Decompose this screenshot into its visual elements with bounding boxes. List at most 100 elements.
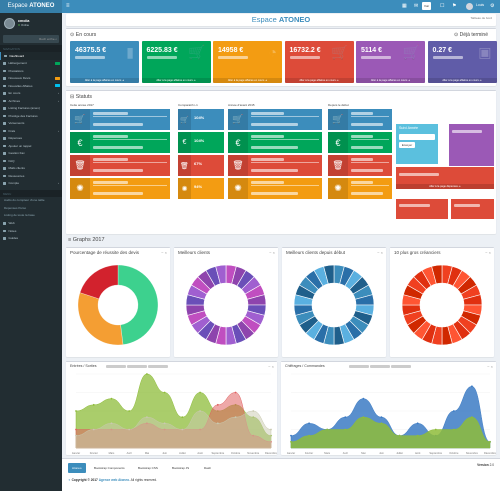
- data-point[interactable]: [199, 410, 201, 412]
- data-point[interactable]: [128, 428, 131, 431]
- year-select[interactable]: [399, 134, 435, 140]
- data-point[interactable]: [452, 428, 455, 431]
- data-point[interactable]: [234, 391, 237, 394]
- sidebar-sub-item[interactable]: Dépenses Perso: [4, 205, 27, 210]
- envelope-icon[interactable]: ✉: [414, 3, 419, 9]
- data-point[interactable]: [344, 416, 347, 419]
- more-info-link[interactable]: Aller à la page affaires en cours ➜: [284, 78, 354, 83]
- footer-link-button[interactable]: Bootstrap Components: [94, 466, 125, 470]
- sidebar-item[interactable]: Listing Factures (amex): [0, 105, 62, 113]
- footer-link-button[interactable]: Bootstrap JS: [172, 466, 190, 470]
- footer-link-button[interactable]: Atoneo: [68, 463, 86, 473]
- data-point[interactable]: [181, 428, 184, 431]
- data-point[interactable]: [216, 403, 219, 406]
- bell-icon[interactable]: ☐: [440, 3, 445, 9]
- sidebar-item[interactable]: Dépenses: [0, 135, 62, 143]
- data-point[interactable]: [199, 391, 201, 394]
- data-point[interactable]: [146, 416, 148, 419]
- sidebar-sub-item[interactable]: Listing de toute la base: [4, 213, 35, 217]
- breadcrumb[interactable]: Tableau de bord: [470, 16, 492, 20]
- brand-logo[interactable]: Espace ATONEO: [0, 0, 62, 13]
- collapse-icon[interactable]: − ×: [269, 250, 275, 255]
- data-point[interactable]: [75, 434, 77, 437]
- data-point[interactable]: [75, 410, 77, 412]
- view-button[interactable]: Voir: [422, 2, 432, 10]
- data-point[interactable]: [216, 422, 219, 425]
- sidebar-item[interactable]: Notes: [0, 227, 62, 235]
- sidebar-item[interactable]: En cours ‹: [0, 90, 62, 98]
- search-icon[interactable]: ⌕: [55, 37, 57, 41]
- sidebar-item[interactable]: Compte ‹: [0, 180, 62, 188]
- data-point[interactable]: [416, 434, 419, 437]
- donut-slice[interactable]: [79, 264, 119, 300]
- collapse-icon[interactable]: − ×: [268, 364, 274, 369]
- data-point[interactable]: [163, 391, 166, 394]
- more-info-link[interactable]: Aller à la page affaires en cours ➜: [213, 78, 282, 83]
- data-point[interactable]: [92, 403, 95, 406]
- sidebar-item[interactable]: Mails clients: [0, 165, 62, 173]
- data-point[interactable]: [489, 440, 491, 443]
- donut-slice[interactable]: [215, 264, 227, 285]
- sidebar-item[interactable]: Archives ‹: [0, 97, 62, 105]
- data-point[interactable]: [380, 422, 383, 425]
- data-point[interactable]: [434, 428, 437, 431]
- sidebar-item[interactable]: Nouveaux Devis: [0, 75, 62, 83]
- sidebar-sub-item[interactable]: Audio du compteur d'une table: [4, 198, 45, 202]
- sidebar-item[interactable]: Prestations: [0, 67, 62, 75]
- data-point[interactable]: [290, 440, 292, 443]
- agency-link[interactable]: Agence web Atoneo.: [98, 478, 130, 482]
- more-info-link[interactable]: Aller à la page affaires en cours ➜: [70, 78, 139, 83]
- data-point[interactable]: [290, 434, 292, 437]
- data-point[interactable]: [471, 416, 473, 419]
- sidebar-item[interactable]: Frais ‹: [0, 127, 62, 135]
- send-button[interactable]: Envoyer: [399, 142, 415, 148]
- sidebar-item[interactable]: Guides: [0, 235, 62, 243]
- menu-toggle-icon[interactable]: ≡: [66, 3, 70, 9]
- donut-slice[interactable]: [323, 264, 335, 285]
- data-point[interactable]: [146, 373, 148, 375]
- data-point[interactable]: [380, 416, 383, 419]
- data-point[interactable]: [75, 428, 77, 431]
- data-point[interactable]: [344, 428, 347, 431]
- footer-link-button[interactable]: Bootstrap CSS: [138, 466, 158, 470]
- collapse-icon[interactable]: − ×: [377, 250, 383, 255]
- sidebar-item[interactable]: Ajouter un rappel: [0, 142, 62, 150]
- data-point[interactable]: [398, 434, 401, 437]
- sidebar-item[interactable]: Ressources: [0, 172, 62, 180]
- data-point[interactable]: [270, 428, 272, 431]
- data-point[interactable]: [452, 410, 455, 412]
- topbar-user-name[interactable]: Louis: [476, 3, 485, 7]
- data-point[interactable]: [92, 428, 95, 431]
- more-info-link[interactable]: Aller à la page affaires en cours ➜: [427, 78, 497, 83]
- data-point[interactable]: [163, 422, 166, 425]
- data-point[interactable]: [308, 434, 310, 437]
- donut-slice[interactable]: [117, 264, 159, 345]
- sidebar-item[interactable]: Prestige des Factures: [0, 112, 62, 120]
- flag-icon[interactable]: ⚑: [452, 3, 457, 9]
- grid-icon[interactable]: ▦: [402, 3, 407, 9]
- gears-icon[interactable]: ⚙: [490, 3, 495, 9]
- data-point[interactable]: [252, 410, 255, 412]
- sidebar-item[interactable]: Dashboard: [0, 52, 62, 60]
- search-input[interactable]: Rech erche... ⌕: [3, 35, 59, 43]
- sidebar-item[interactable]: FAQ: [0, 157, 62, 165]
- data-point[interactable]: [234, 416, 237, 419]
- donut-slice[interactable]: [77, 292, 124, 346]
- donut-slice[interactable]: [431, 264, 443, 285]
- data-point[interactable]: [416, 422, 419, 425]
- more-info-link[interactable]: Aller à la page affaires en cours ➜: [141, 78, 211, 83]
- data-point[interactable]: [308, 422, 310, 425]
- data-point[interactable]: [128, 410, 131, 412]
- sidebar-item[interactable]: Hébergement: [0, 60, 62, 68]
- topbar-avatar[interactable]: [466, 2, 473, 10]
- data-point[interactable]: [471, 385, 473, 388]
- data-point[interactable]: [181, 416, 184, 419]
- sidebar-item[interactable]: Nouvelles Affaires: [0, 82, 62, 90]
- more-info-link[interactable]: Aller à la page affaires en cours ➜: [356, 78, 425, 83]
- footer-link-button[interactable]: Dash: [204, 466, 212, 470]
- sidebar-item[interactable]: Versements: [0, 120, 62, 128]
- sidebar-item[interactable]: Gestion Fax: [0, 150, 62, 158]
- collapse-icon[interactable]: − ×: [161, 250, 167, 255]
- data-point[interactable]: [110, 422, 113, 425]
- already-done-link[interactable]: ⊙ Déjà terminé: [454, 32, 488, 38]
